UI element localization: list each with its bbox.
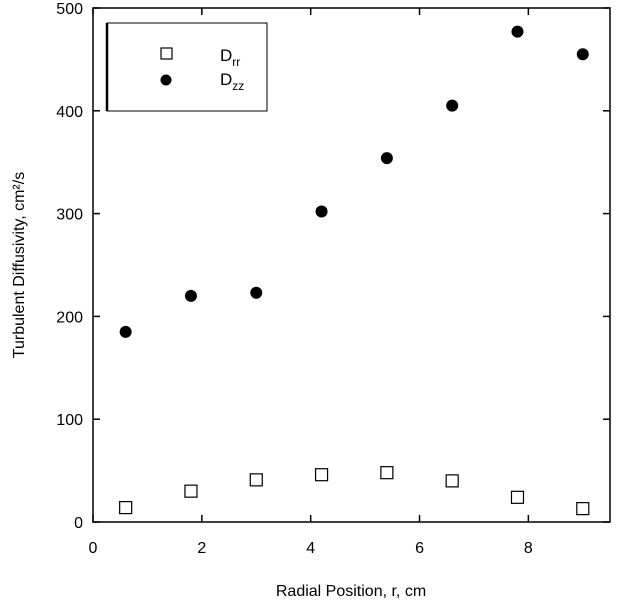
legend-label-drr-sub: rr bbox=[232, 55, 240, 69]
y-tick-label: 0 bbox=[74, 515, 83, 532]
data-point-drr bbox=[576, 502, 590, 516]
data-point-drr bbox=[510, 490, 525, 504]
plot-frame bbox=[92, 7, 611, 523]
x-tick-label: 0 bbox=[89, 540, 98, 557]
y-tick-label: 200 bbox=[56, 309, 83, 326]
legend-label-dzz-main: D bbox=[220, 70, 232, 89]
data-point-dzz bbox=[250, 286, 263, 299]
data-point-drr bbox=[249, 473, 263, 487]
data-points bbox=[119, 25, 590, 516]
data-point-drr bbox=[184, 484, 198, 498]
y-tick-label: 400 bbox=[56, 104, 83, 121]
data-point-dzz bbox=[184, 289, 197, 302]
data-point-drr bbox=[119, 501, 133, 515]
x-tick-label: 6 bbox=[415, 540, 424, 557]
data-point-dzz bbox=[511, 25, 524, 38]
y-tick-label: 500 bbox=[56, 1, 83, 18]
x-tick-label: 4 bbox=[306, 540, 315, 557]
y-tick-label: 100 bbox=[56, 412, 83, 429]
legend-marker-drr bbox=[160, 47, 173, 60]
data-point-drr bbox=[380, 466, 394, 480]
data-point-dzz bbox=[380, 152, 393, 165]
data-point-drr bbox=[314, 468, 329, 482]
x-axis: 0 2 4 6 8 bbox=[89, 8, 533, 557]
x-tick-label: 8 bbox=[524, 540, 533, 557]
data-point-dzz bbox=[119, 325, 132, 338]
legend-label-drr: Drr bbox=[220, 46, 240, 69]
data-point-dzz bbox=[446, 99, 459, 112]
y-tick-label: 300 bbox=[56, 207, 83, 224]
legend-label-dzz-sub: zz bbox=[232, 79, 244, 93]
y-axis-label: Turbulent Diffusivity, cm²/s bbox=[11, 172, 28, 358]
legend-label-dzz: Dzz bbox=[220, 70, 244, 93]
x-axis-label: Radial Position, r, cm bbox=[276, 583, 426, 600]
y-axis: 0 100 200 300 400 500 bbox=[56, 1, 610, 532]
legend-label-drr-main: D bbox=[220, 46, 232, 65]
data-point-drr bbox=[445, 474, 459, 488]
legend-box bbox=[106, 22, 268, 112]
data-point-dzz bbox=[315, 205, 328, 218]
x-tick-label: 2 bbox=[197, 540, 206, 557]
data-point-dzz bbox=[576, 48, 589, 61]
legend: Drr Dzz bbox=[105, 22, 268, 112]
legend-marker-dzz bbox=[160, 74, 172, 86]
